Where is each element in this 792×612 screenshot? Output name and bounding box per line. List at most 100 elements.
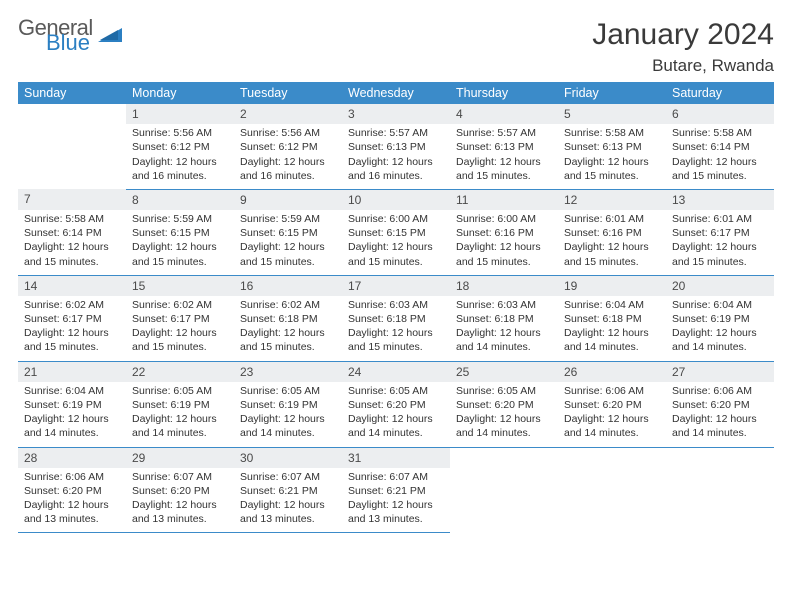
day-number: 10	[342, 189, 450, 210]
day-info-line: Daylight: 12 hours	[456, 326, 552, 340]
day-number: 27	[666, 361, 774, 382]
logo: General Blue	[18, 18, 124, 54]
day-number-row: 78910111213	[18, 189, 774, 210]
day-info-line: and 14 minutes.	[24, 426, 120, 440]
day-info-line: Daylight: 12 hours	[456, 240, 552, 254]
day-number: 14	[18, 275, 126, 296]
day-info-line: Sunrise: 6:05 AM	[348, 384, 444, 398]
location-label: Butare, Rwanda	[592, 56, 774, 76]
day-info-line: Sunset: 6:18 PM	[240, 312, 336, 326]
day-info-line: Sunrise: 5:58 AM	[24, 212, 120, 226]
day-cell	[666, 468, 774, 533]
day-info-line: and 13 minutes.	[24, 512, 120, 526]
calendar-table: SundayMondayTuesdayWednesdayThursdayFrid…	[18, 82, 774, 533]
day-header: Monday	[126, 82, 234, 104]
day-info-line: Sunset: 6:16 PM	[564, 226, 660, 240]
day-info-line: and 16 minutes.	[240, 169, 336, 183]
day-cell: Sunrise: 5:58 AMSunset: 6:14 PMDaylight:…	[666, 124, 774, 189]
day-info-line: Sunrise: 5:59 AM	[240, 212, 336, 226]
day-info-line: Sunset: 6:21 PM	[348, 484, 444, 498]
day-cell: Sunrise: 6:07 AMSunset: 6:21 PMDaylight:…	[234, 468, 342, 533]
day-info-line: Daylight: 12 hours	[348, 240, 444, 254]
day-info-line: Daylight: 12 hours	[24, 498, 120, 512]
day-info-line: Daylight: 12 hours	[348, 498, 444, 512]
calendar-header-row: SundayMondayTuesdayWednesdayThursdayFrid…	[18, 82, 774, 104]
day-info-line: Sunrise: 6:02 AM	[132, 298, 228, 312]
day-info-line: Daylight: 12 hours	[132, 240, 228, 254]
day-number: 2	[234, 104, 342, 124]
day-cell: Sunrise: 6:04 AMSunset: 6:19 PMDaylight:…	[666, 296, 774, 361]
day-info-line: Sunrise: 6:00 AM	[348, 212, 444, 226]
day-info-line: Sunrise: 6:04 AM	[24, 384, 120, 398]
day-info-line: and 15 minutes.	[564, 169, 660, 183]
day-number: 12	[558, 189, 666, 210]
day-info-line: Sunset: 6:16 PM	[456, 226, 552, 240]
day-header: Sunday	[18, 82, 126, 104]
day-info-line: Sunset: 6:17 PM	[672, 226, 768, 240]
day-info-line: and 15 minutes.	[132, 255, 228, 269]
logo-text-bottom: Blue	[46, 33, 93, 54]
day-number: 23	[234, 361, 342, 382]
day-cell: Sunrise: 5:56 AMSunset: 6:12 PMDaylight:…	[126, 124, 234, 189]
day-info-line: Daylight: 12 hours	[240, 240, 336, 254]
day-cell: Sunrise: 6:02 AMSunset: 6:17 PMDaylight:…	[126, 296, 234, 361]
day-info-line: Sunrise: 6:00 AM	[456, 212, 552, 226]
day-info-line: Daylight: 12 hours	[348, 326, 444, 340]
day-info-line: Sunrise: 5:59 AM	[132, 212, 228, 226]
day-info-line: and 14 minutes.	[672, 340, 768, 354]
day-info-line: Sunset: 6:13 PM	[564, 140, 660, 154]
day-number: 16	[234, 275, 342, 296]
day-info-line: Daylight: 12 hours	[348, 155, 444, 169]
day-info-line: Sunset: 6:19 PM	[672, 312, 768, 326]
day-header: Friday	[558, 82, 666, 104]
day-info-line: Sunset: 6:18 PM	[564, 312, 660, 326]
day-info-line: Daylight: 12 hours	[24, 240, 120, 254]
day-info-line: Daylight: 12 hours	[348, 412, 444, 426]
day-info-line: Sunrise: 6:02 AM	[24, 298, 120, 312]
day-info-line: Sunset: 6:12 PM	[240, 140, 336, 154]
day-number: 9	[234, 189, 342, 210]
day-info-line: and 15 minutes.	[240, 255, 336, 269]
day-info-line: Sunrise: 6:04 AM	[564, 298, 660, 312]
day-info-line: and 14 minutes.	[456, 426, 552, 440]
day-number-row: 14151617181920	[18, 275, 774, 296]
day-cell: Sunrise: 5:59 AMSunset: 6:15 PMDaylight:…	[234, 210, 342, 275]
day-info-line: and 15 minutes.	[564, 255, 660, 269]
day-number: 26	[558, 361, 666, 382]
day-info-line: and 13 minutes.	[348, 512, 444, 526]
day-cell: Sunrise: 5:56 AMSunset: 6:12 PMDaylight:…	[234, 124, 342, 189]
day-info-line: Sunset: 6:13 PM	[348, 140, 444, 154]
day-info-line: Sunset: 6:20 PM	[456, 398, 552, 412]
day-info-line: and 16 minutes.	[132, 169, 228, 183]
day-info-line: Sunrise: 6:02 AM	[240, 298, 336, 312]
day-number-row: 21222324252627	[18, 361, 774, 382]
day-info-line: and 13 minutes.	[132, 512, 228, 526]
day-number: 25	[450, 361, 558, 382]
day-cell: Sunrise: 6:05 AMSunset: 6:20 PMDaylight:…	[342, 382, 450, 447]
day-number	[450, 447, 558, 468]
day-info-line: and 13 minutes.	[240, 512, 336, 526]
day-info-line: Sunrise: 6:06 AM	[672, 384, 768, 398]
day-info-line: Daylight: 12 hours	[240, 498, 336, 512]
day-info-line: and 15 minutes.	[24, 340, 120, 354]
title-block: January 2024 Butare, Rwanda	[592, 18, 774, 76]
day-info-line: and 15 minutes.	[672, 255, 768, 269]
day-info-line: and 14 minutes.	[348, 426, 444, 440]
day-info-line: and 15 minutes.	[456, 255, 552, 269]
day-number: 28	[18, 447, 126, 468]
day-cell: Sunrise: 6:06 AMSunset: 6:20 PMDaylight:…	[666, 382, 774, 447]
day-cell: Sunrise: 6:05 AMSunset: 6:20 PMDaylight:…	[450, 382, 558, 447]
day-info-line: Daylight: 12 hours	[672, 326, 768, 340]
day-cell: Sunrise: 6:00 AMSunset: 6:16 PMDaylight:…	[450, 210, 558, 275]
day-info-line: Sunrise: 6:05 AM	[456, 384, 552, 398]
day-cell: Sunrise: 6:00 AMSunset: 6:15 PMDaylight:…	[342, 210, 450, 275]
day-info-line: Sunset: 6:19 PM	[132, 398, 228, 412]
day-cell: Sunrise: 6:07 AMSunset: 6:21 PMDaylight:…	[342, 468, 450, 533]
day-info-line: and 14 minutes.	[132, 426, 228, 440]
day-info-line: Sunset: 6:15 PM	[240, 226, 336, 240]
day-cell	[558, 468, 666, 533]
day-info-line: and 14 minutes.	[564, 340, 660, 354]
day-cell: Sunrise: 5:57 AMSunset: 6:13 PMDaylight:…	[450, 124, 558, 189]
day-content-row: Sunrise: 5:56 AMSunset: 6:12 PMDaylight:…	[18, 124, 774, 189]
day-header: Thursday	[450, 82, 558, 104]
